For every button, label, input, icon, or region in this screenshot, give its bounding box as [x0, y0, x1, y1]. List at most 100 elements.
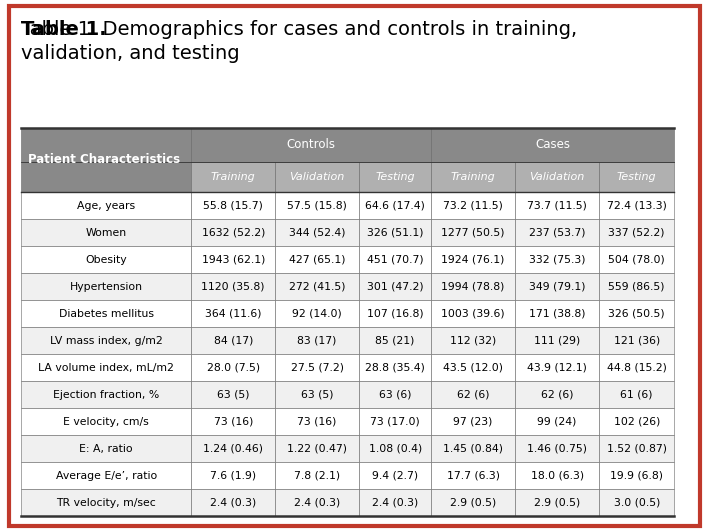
Text: 99 (24): 99 (24)	[537, 417, 577, 427]
Text: 85 (21): 85 (21)	[376, 336, 415, 346]
Bar	[515, 435, 599, 462]
Bar	[599, 381, 674, 408]
Bar	[359, 192, 431, 219]
Bar	[275, 246, 359, 273]
Text: 364 (11.6): 364 (11.6)	[205, 309, 262, 319]
Bar	[431, 219, 515, 246]
Bar	[599, 273, 674, 300]
Text: 1.46 (0.75): 1.46 (0.75)	[527, 444, 587, 454]
Text: 43.5 (12.0): 43.5 (12.0)	[443, 363, 503, 372]
Bar	[275, 327, 359, 354]
Text: 73 (16): 73 (16)	[213, 417, 253, 427]
Bar	[359, 327, 431, 354]
Bar	[21, 462, 191, 489]
Bar	[515, 381, 599, 408]
Text: 43.9 (12.1): 43.9 (12.1)	[527, 363, 587, 372]
Text: 92 (14.0): 92 (14.0)	[292, 309, 342, 319]
Bar	[515, 246, 599, 273]
Bar	[515, 273, 599, 300]
Text: 559 (86.5): 559 (86.5)	[608, 281, 665, 292]
Text: 63 (5): 63 (5)	[301, 389, 333, 400]
Text: 62 (6): 62 (6)	[457, 389, 489, 400]
Bar	[275, 489, 359, 516]
Text: Training: Training	[211, 172, 255, 182]
Bar	[191, 462, 275, 489]
Bar	[599, 327, 674, 354]
Text: 1.52 (0.87): 1.52 (0.87)	[607, 444, 666, 454]
Bar	[191, 435, 275, 462]
Text: 19.9 (6.8): 19.9 (6.8)	[610, 470, 663, 480]
Text: 73 (17.0): 73 (17.0)	[370, 417, 420, 427]
Bar	[431, 246, 515, 273]
Text: 57.5 (15.8): 57.5 (15.8)	[287, 201, 347, 211]
Text: 2.4 (0.3): 2.4 (0.3)	[294, 497, 340, 508]
Text: 18.0 (6.3): 18.0 (6.3)	[530, 470, 584, 480]
Text: LV mass index, g/m2: LV mass index, g/m2	[50, 336, 162, 346]
Bar	[21, 219, 191, 246]
Text: 3.0 (0.5): 3.0 (0.5)	[613, 497, 660, 508]
Text: 7.6 (1.9): 7.6 (1.9)	[210, 470, 256, 480]
Text: 1.24 (0.46): 1.24 (0.46)	[203, 444, 263, 454]
Text: 27.5 (7.2): 27.5 (7.2)	[291, 363, 344, 372]
Bar	[599, 300, 674, 327]
Bar	[21, 128, 191, 192]
Bar	[599, 219, 674, 246]
Bar	[515, 489, 599, 516]
Text: 344 (52.4): 344 (52.4)	[289, 228, 345, 238]
Bar	[359, 162, 431, 192]
Bar	[275, 354, 359, 381]
Bar	[515, 354, 599, 381]
Bar	[599, 192, 674, 219]
Bar	[275, 408, 359, 435]
Bar	[599, 489, 674, 516]
Text: Testing: Testing	[617, 172, 657, 182]
Bar	[515, 162, 599, 192]
Bar	[191, 273, 275, 300]
Text: Age, years: Age, years	[77, 201, 135, 211]
Bar	[359, 489, 431, 516]
Text: 1003 (39.6): 1003 (39.6)	[441, 309, 505, 319]
Text: 332 (75.3): 332 (75.3)	[529, 255, 586, 264]
Text: Controls: Controls	[286, 138, 335, 151]
Text: 107 (16.8): 107 (16.8)	[367, 309, 423, 319]
Text: 272 (41.5): 272 (41.5)	[289, 281, 345, 292]
Bar	[21, 354, 191, 381]
Text: 84 (17): 84 (17)	[213, 336, 253, 346]
Text: 111 (29): 111 (29)	[534, 336, 580, 346]
Bar	[431, 192, 515, 219]
Text: Obesity: Obesity	[85, 255, 127, 264]
Bar	[359, 408, 431, 435]
Text: Validation: Validation	[530, 172, 585, 182]
Text: 1924 (76.1): 1924 (76.1)	[442, 255, 505, 264]
Text: Ejection fraction, %: Ejection fraction, %	[53, 389, 160, 400]
Bar	[275, 381, 359, 408]
Bar	[191, 192, 275, 219]
Text: 112 (32): 112 (32)	[450, 336, 496, 346]
Bar	[191, 162, 275, 192]
Text: 451 (70.7): 451 (70.7)	[367, 255, 423, 264]
Text: E velocity, cm/s: E velocity, cm/s	[63, 417, 149, 427]
Text: 2.9 (0.5): 2.9 (0.5)	[450, 497, 496, 508]
Text: 237 (53.7): 237 (53.7)	[529, 228, 586, 238]
Bar	[191, 489, 275, 516]
Text: 62 (6): 62 (6)	[541, 389, 574, 400]
Text: 64.6 (17.4): 64.6 (17.4)	[365, 201, 425, 211]
Text: 17.7 (6.3): 17.7 (6.3)	[447, 470, 500, 480]
Bar	[431, 435, 515, 462]
Bar	[359, 354, 431, 381]
Text: LA volume index, mL/m2: LA volume index, mL/m2	[38, 363, 174, 372]
Text: Women: Women	[86, 228, 127, 238]
Text: 1.22 (0.47): 1.22 (0.47)	[287, 444, 347, 454]
Text: Diabetes mellitus: Diabetes mellitus	[59, 309, 154, 319]
Bar	[21, 327, 191, 354]
Bar	[359, 300, 431, 327]
Bar	[515, 192, 599, 219]
Text: 1994 (78.8): 1994 (78.8)	[442, 281, 505, 292]
Bar	[275, 162, 359, 192]
Text: 2.4 (0.3): 2.4 (0.3)	[372, 497, 418, 508]
Text: 102 (26): 102 (26)	[613, 417, 660, 427]
Bar	[21, 300, 191, 327]
Bar	[275, 435, 359, 462]
Bar	[599, 462, 674, 489]
Text: 326 (51.1): 326 (51.1)	[367, 228, 423, 238]
